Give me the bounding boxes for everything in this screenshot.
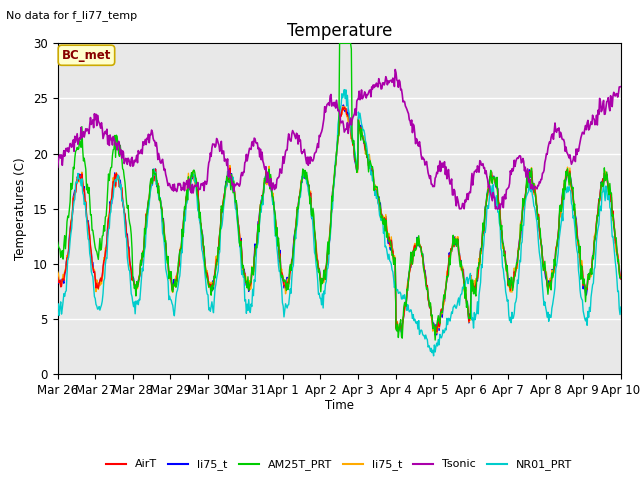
Tsonic xyxy=(392,67,399,72)
AirT xyxy=(64,255,72,261)
Tsonic xyxy=(64,145,72,151)
li75_t xyxy=(425,299,433,305)
AirT xyxy=(122,221,129,227)
AM25T_PRT xyxy=(408,261,416,267)
li75_t xyxy=(617,276,625,282)
AirT xyxy=(340,105,348,110)
AirT xyxy=(54,274,61,280)
Tsonic xyxy=(408,130,416,135)
Tsonic xyxy=(425,173,433,179)
AirT xyxy=(426,305,433,311)
AM25T_PRT xyxy=(336,40,344,46)
Tsonic xyxy=(122,156,129,161)
AirT xyxy=(617,276,625,282)
Tsonic xyxy=(209,141,216,147)
Text: BC_met: BC_met xyxy=(62,49,111,62)
NR01_PRT xyxy=(340,87,348,93)
li75_t xyxy=(179,226,187,231)
Tsonic xyxy=(54,165,61,170)
NR01_PRT xyxy=(408,316,416,322)
Line: NR01_PRT: NR01_PRT xyxy=(58,90,621,356)
li75_t xyxy=(122,223,129,229)
li75_t xyxy=(179,227,187,233)
AirT xyxy=(394,329,402,335)
li75_t xyxy=(425,300,433,305)
Line: AirT: AirT xyxy=(58,108,621,332)
li75_t xyxy=(339,103,347,109)
li75_t xyxy=(340,102,348,108)
NR01_PRT xyxy=(179,230,187,236)
Y-axis label: Temperatures (C): Temperatures (C) xyxy=(15,157,28,260)
li75_t xyxy=(408,261,416,267)
li75_t xyxy=(122,220,129,226)
Text: No data for f_li77_temp: No data for f_li77_temp xyxy=(6,10,138,21)
AirT xyxy=(410,248,417,254)
AM25T_PRT xyxy=(209,287,216,293)
Title: Temperature: Temperature xyxy=(287,22,392,40)
li75_t xyxy=(64,257,72,263)
AM25T_PRT xyxy=(617,275,625,281)
NR01_PRT xyxy=(617,304,625,310)
Tsonic xyxy=(179,186,187,192)
li75_t xyxy=(54,276,61,281)
Line: Tsonic: Tsonic xyxy=(58,70,621,209)
NR01_PRT xyxy=(122,234,129,240)
NR01_PRT xyxy=(54,301,61,307)
AM25T_PRT xyxy=(179,234,187,240)
Line: AM25T_PRT: AM25T_PRT xyxy=(58,43,621,340)
li75_t xyxy=(408,260,416,265)
Line: li75_t: li75_t xyxy=(58,105,621,335)
AM25T_PRT xyxy=(425,298,433,303)
NR01_PRT xyxy=(209,305,216,311)
li75_t xyxy=(431,332,439,338)
li75_t xyxy=(433,330,440,336)
AirT xyxy=(179,229,187,235)
Tsonic xyxy=(617,84,625,89)
NR01_PRT xyxy=(425,343,433,348)
NR01_PRT xyxy=(64,255,72,261)
Line: li75_t: li75_t xyxy=(58,106,621,333)
li75_t xyxy=(617,273,625,278)
NR01_PRT xyxy=(429,353,437,359)
AirT xyxy=(209,281,216,287)
Legend: AirT, li75_t, AM25T_PRT, li75_t, Tsonic, NR01_PRT: AirT, li75_t, AM25T_PRT, li75_t, Tsonic,… xyxy=(102,455,577,475)
li75_t xyxy=(209,278,216,284)
li75_t xyxy=(54,269,61,275)
li75_t xyxy=(64,255,72,261)
AM25T_PRT xyxy=(54,239,61,245)
X-axis label: Time: Time xyxy=(324,398,354,411)
AM25T_PRT xyxy=(122,189,129,195)
AM25T_PRT xyxy=(64,213,72,219)
li75_t xyxy=(209,281,216,287)
AM25T_PRT xyxy=(431,337,439,343)
Tsonic xyxy=(456,206,463,212)
